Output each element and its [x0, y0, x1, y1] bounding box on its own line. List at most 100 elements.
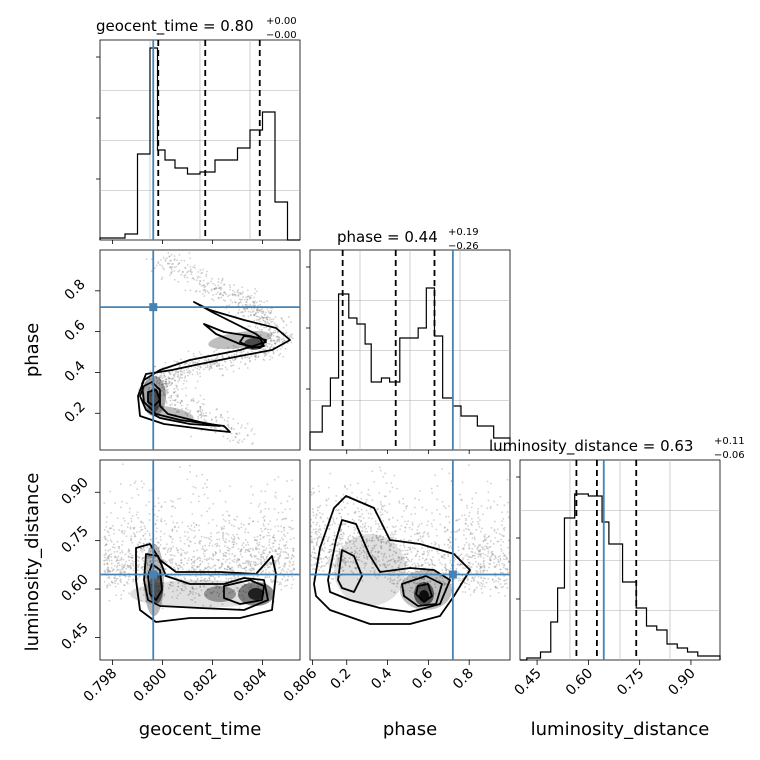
sample-point [464, 567, 466, 570]
sample-point [461, 547, 464, 550]
sample-point [396, 560, 399, 562]
sample-point [291, 569, 293, 572]
sample-point [355, 567, 357, 570]
sample-point [107, 549, 110, 552]
sample-point [188, 569, 190, 572]
sample-point [371, 554, 374, 557]
sample-point [285, 541, 288, 543]
sample-point [402, 502, 405, 505]
sample-point [228, 552, 231, 555]
sample-point [148, 563, 151, 566]
sample-point [162, 388, 165, 391]
sample-point [467, 528, 470, 531]
sample-point [460, 579, 462, 582]
sample-point [161, 377, 163, 380]
sample-point [282, 544, 285, 547]
sample-point [193, 550, 195, 553]
sample-point [176, 385, 178, 387]
sample-point [231, 294, 234, 297]
sample-point [166, 549, 169, 552]
sample-point [280, 525, 283, 528]
sample-point [164, 375, 167, 378]
sample-point [487, 577, 490, 580]
sample-point [247, 563, 250, 566]
sample-point [248, 561, 251, 564]
sample-point [106, 569, 109, 572]
sample-point [411, 563, 414, 566]
sample-point [237, 291, 240, 294]
sample-point [474, 557, 476, 560]
sample-point [204, 550, 206, 553]
sample-point [375, 559, 377, 561]
sample-point [443, 530, 446, 533]
sample-point [206, 497, 209, 500]
sample-point [196, 566, 199, 569]
sample-point [353, 520, 356, 522]
sample-point [373, 556, 376, 559]
sample-point [170, 565, 172, 568]
sample-point [371, 470, 374, 473]
sample-point [116, 550, 119, 553]
sample-point [246, 298, 249, 301]
sample-point [156, 527, 158, 530]
sample-point [456, 529, 459, 532]
sample-point [162, 547, 165, 550]
sample-point [275, 559, 278, 562]
sample-point [377, 507, 380, 510]
sample-point [373, 569, 376, 572]
sample-point [180, 399, 183, 402]
sample-point [205, 580, 208, 583]
sample-point [144, 527, 147, 530]
sample-point [397, 576, 399, 579]
sample-point [120, 500, 123, 503]
sample-point [208, 365, 211, 368]
sample-point [378, 535, 381, 538]
sample-point [288, 565, 291, 568]
sample-point [201, 402, 204, 405]
sample-point [115, 594, 118, 597]
sample-point [231, 577, 233, 580]
sample-point [448, 505, 450, 508]
sample-point [121, 567, 124, 570]
sample-point [237, 311, 240, 314]
sample-point [292, 568, 295, 571]
sample-point [274, 495, 277, 498]
sample-point [199, 405, 202, 408]
sample-point [167, 252, 170, 254]
sample-point [468, 555, 471, 558]
sample-point [447, 555, 450, 557]
sample-point [249, 547, 252, 550]
sample-point [265, 568, 268, 571]
sample-point [444, 566, 447, 569]
sample-point [192, 369, 194, 371]
sample-point [136, 543, 139, 546]
sample-point [178, 379, 181, 381]
sample-point [479, 553, 482, 556]
sample-point [324, 564, 326, 567]
sample-point [121, 531, 124, 534]
sample-point [189, 269, 192, 272]
sample-point [367, 488, 370, 491]
sample-point [370, 530, 372, 532]
sample-point [170, 403, 173, 406]
sample-point [180, 400, 183, 403]
sample-point [246, 304, 249, 307]
sample-point [255, 546, 257, 549]
sample-point [131, 541, 134, 544]
sample-point [141, 486, 144, 489]
sample-point [284, 551, 286, 553]
sample-point [402, 549, 404, 552]
sample-point [427, 552, 430, 554]
sample-point [495, 563, 498, 566]
sample-point [181, 589, 184, 592]
sample-point [430, 542, 433, 545]
sample-point [273, 478, 276, 481]
sample-point [237, 560, 239, 562]
sample-point [104, 571, 107, 574]
sample-point [446, 528, 449, 531]
sample-point [469, 594, 472, 596]
sample-point [231, 559, 234, 562]
sample-point [203, 558, 206, 561]
sample-point [443, 584, 446, 586]
sample-point [267, 531, 270, 534]
